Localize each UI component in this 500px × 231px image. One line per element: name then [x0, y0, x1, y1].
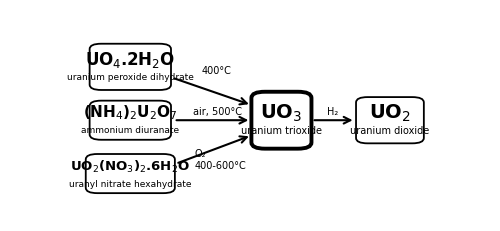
FancyBboxPatch shape: [90, 44, 171, 90]
FancyBboxPatch shape: [86, 154, 175, 193]
FancyBboxPatch shape: [252, 92, 312, 149]
Text: UO$_2$: UO$_2$: [369, 102, 411, 124]
Text: uranyl nitrate hexahydrate: uranyl nitrate hexahydrate: [69, 180, 192, 189]
Text: 400°C: 400°C: [202, 66, 232, 76]
Text: H₂: H₂: [328, 107, 338, 117]
FancyBboxPatch shape: [90, 101, 171, 140]
Text: ammonium diuranate: ammonium diuranate: [81, 126, 180, 135]
Text: UO$_3$: UO$_3$: [260, 102, 302, 124]
Text: uranium trioxide: uranium trioxide: [241, 126, 322, 136]
Text: UO$_4$.2H$_2$O: UO$_4$.2H$_2$O: [85, 50, 176, 70]
Text: uranium dioxide: uranium dioxide: [350, 126, 430, 136]
Text: (NH$_4$)$_2$U$_2$O$_7$: (NH$_4$)$_2$U$_2$O$_7$: [83, 104, 178, 122]
FancyBboxPatch shape: [356, 97, 424, 143]
Text: O₂
400-600°C: O₂ 400-600°C: [194, 149, 246, 171]
Text: UO$_2$(NO$_3$)$_2$.6H$_2$O: UO$_2$(NO$_3$)$_2$.6H$_2$O: [70, 158, 190, 174]
Text: uranium peroxide dihydrate: uranium peroxide dihydrate: [67, 73, 194, 82]
Text: air, 500°C: air, 500°C: [193, 107, 242, 117]
